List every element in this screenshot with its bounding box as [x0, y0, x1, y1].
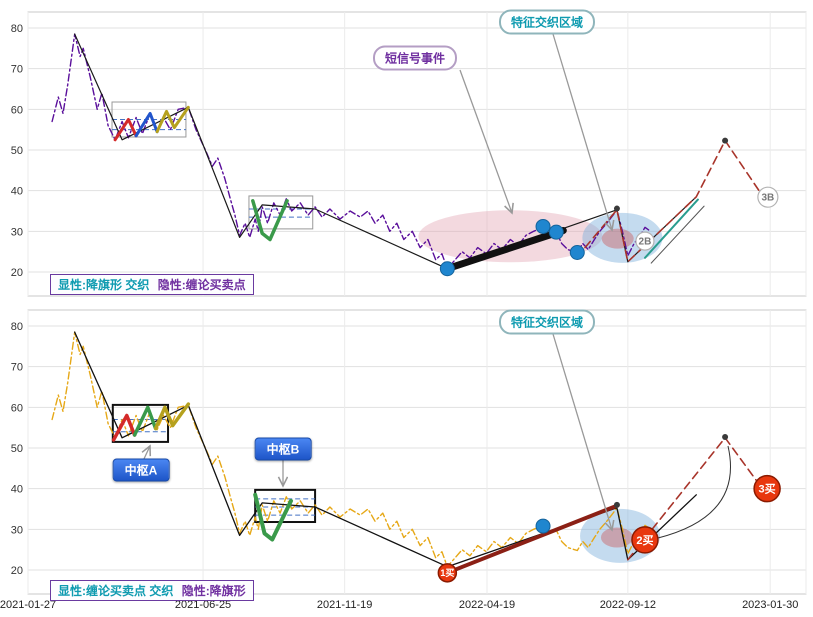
x-tick-label: 2023-01-30 [742, 599, 799, 611]
annotation-arrow [552, 33, 612, 230]
flag-channel-line-2 [650, 205, 705, 264]
rising-thick-red [445, 503, 619, 575]
signal-dot [535, 218, 551, 234]
y-tick-label: 40 [11, 484, 23, 496]
x-axis: 2021-01-27 2021-06-25 2021-11-19 2022-04-19… [0, 599, 813, 617]
y-tick-label: 30 [11, 524, 23, 536]
y-tick-label: 20 [11, 565, 23, 577]
pivot-dot [722, 137, 729, 144]
zigzag-red [111, 413, 137, 442]
legend-top-hidden: 隐性:缠论买卖点 [157, 278, 246, 292]
y-tick-label: 40 [11, 186, 23, 198]
pivot-dot [722, 434, 729, 441]
signal-dot [535, 518, 551, 534]
legend-bottom: 显性:缠论买卖点 交织 隐性:降旗形 [50, 580, 254, 601]
buy-point-circle [631, 526, 659, 554]
highlight-ellipse [418, 210, 603, 263]
legend-bottom-explicit: 显性:缠论买卖点 交织 [58, 584, 174, 598]
plot-border [27, 309, 807, 595]
legend-bottom-hidden: 隐性:降旗形 [181, 584, 246, 598]
annotation-arrow [552, 333, 612, 530]
y-tick-label: 50 [11, 443, 23, 455]
bottom-chart-plot: 20 30 40 50 60 70 80 1买 2买 3买 [11, 309, 807, 595]
sell-badge-circle [757, 186, 779, 208]
signal-dot [439, 261, 455, 277]
zigzag-olive [153, 402, 191, 431]
top-chart-plot: 20 30 40 50 60 70 80 2B 3B [11, 11, 807, 297]
highlight-ellipse [601, 228, 634, 249]
label-feature-interweave-zone-bottom: 特征交织区域 [498, 309, 596, 335]
y-tick-label: 60 [11, 402, 23, 414]
label-pivot-b-button: 中枢B [254, 437, 312, 461]
buy-point-circle [437, 563, 458, 583]
x-tick-label: 2021-06-25 [174, 599, 232, 611]
legend-top-explicit: 显性:降旗形 交织 [58, 278, 150, 292]
x-tick-label: 2022-04-19 [458, 599, 516, 611]
sell-badge-text: 3B [761, 193, 774, 204]
annotation-curve [657, 445, 732, 539]
zigzag-green-a [132, 405, 158, 437]
panel-top-flag-chart: 20 30 40 50 60 70 80 2B 3B 特征交织区域 短信号事件 显性:降旗形 交… [0, 8, 813, 300]
projection-dashed [584, 139, 765, 263]
label-pivot-a-button: 中枢A [112, 458, 170, 482]
y-tick-label: 80 [11, 321, 23, 333]
zigzag-green-b [253, 492, 293, 542]
signal-dot [569, 244, 585, 260]
pivot-dot [613, 205, 620, 212]
legend-top: 显性:降旗形 交织 隐性:缠论买卖点 [50, 274, 254, 295]
y-tick-label: 30 [11, 226, 23, 238]
pivot-box [248, 195, 314, 230]
sell-badge-text: 2B [639, 237, 652, 248]
zigzag-olive [155, 105, 190, 134]
y-tick-label: 80 [11, 23, 23, 35]
y-tick-label: 70 [11, 64, 23, 76]
flag-channel-line-1 [644, 198, 699, 259]
x-tick-label: 2022-09-12 [599, 599, 656, 611]
pivot-dot [613, 501, 620, 508]
y-tick-label: 70 [11, 362, 23, 374]
buy-point-circle [753, 474, 781, 503]
y-tick-label: 50 [11, 145, 23, 157]
label-feature-interweave-zone-top: 特征交织区域 [498, 9, 596, 35]
buy-point-text: 3买 [759, 483, 776, 496]
x-tick-label: 2021-11-19 [316, 599, 373, 611]
panel-bottom-chan-chart: 20 30 40 50 60 70 80 1买 2买 3买 特征交织区域 中枢A 中枢B 显性:缠… [0, 306, 813, 601]
zigzag-blue [134, 111, 159, 138]
price-line [51, 331, 652, 568]
annotation-arrow [459, 69, 512, 213]
label-short-signal-event: 短信号事件 [372, 45, 458, 71]
highlight-ellipse [600, 527, 633, 548]
signal-dot [548, 224, 564, 240]
buy-point-text: 2买 [636, 534, 653, 547]
y-tick-label: 60 [11, 104, 23, 116]
x-tick-label: 2021-01-27 [0, 599, 57, 611]
sell-badge-circle [635, 231, 655, 251]
buy-point-text: 1买 [440, 568, 454, 578]
signal-thick-line [443, 227, 567, 273]
zigzag-red [113, 118, 138, 142]
y-tick-label: 20 [11, 267, 23, 279]
zigzag-green [251, 199, 289, 242]
